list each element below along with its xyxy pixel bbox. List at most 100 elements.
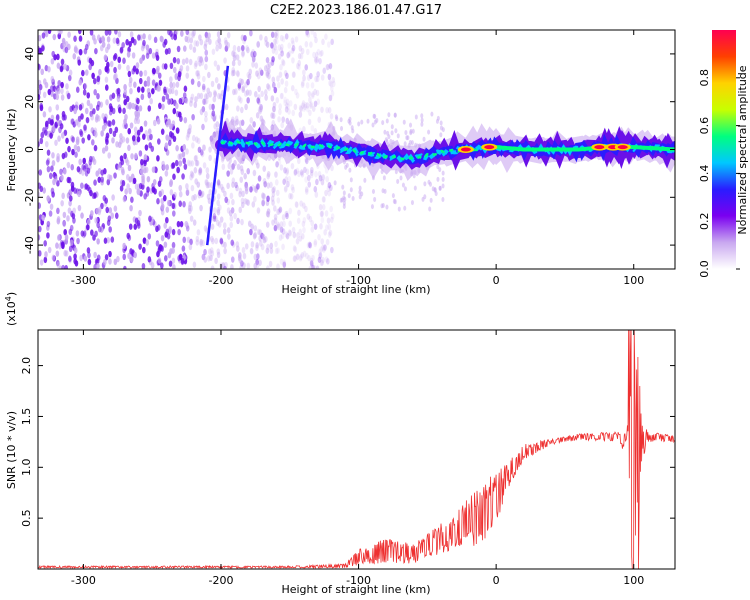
spectrogram-speckle bbox=[184, 97, 189, 105]
spectrogram-speckle bbox=[363, 177, 367, 183]
spectrogram-speckle bbox=[148, 47, 153, 55]
x-tick-label: -200 bbox=[208, 274, 233, 287]
spectrogram-speckle bbox=[273, 224, 278, 232]
spectrogram-speckle bbox=[219, 216, 224, 223]
spectrogram-speckle bbox=[188, 58, 193, 66]
spectrogram-speckle bbox=[194, 60, 198, 67]
spectrogram-speckle bbox=[86, 218, 91, 226]
spectrogram-speckle bbox=[205, 35, 210, 43]
spectrogram-speckle bbox=[163, 88, 167, 96]
spectrogram-speckle bbox=[225, 117, 229, 125]
spectrogram-speckle bbox=[290, 184, 295, 191]
spectrogram-speckle bbox=[276, 208, 280, 216]
spectrogram-speckle bbox=[290, 162, 295, 170]
spectrogram-speckle bbox=[41, 32, 46, 39]
y-tick-label: 40 bbox=[23, 47, 36, 61]
spectrogram-speckle bbox=[252, 233, 257, 240]
spectrogram-speckle bbox=[61, 192, 65, 200]
spectrogram-speckle bbox=[438, 167, 442, 173]
spectrogram-speckle bbox=[224, 103, 229, 111]
spectrogram-speckle bbox=[178, 160, 183, 167]
spectrogram-speckle bbox=[266, 211, 271, 218]
spectrogram-speckle bbox=[392, 198, 396, 204]
spectrogram-speckle bbox=[280, 232, 285, 240]
spectrogram-speckle bbox=[287, 108, 291, 115]
spectrogram-speckle bbox=[181, 151, 186, 158]
spectrogram-speckle bbox=[57, 234, 61, 241]
spectrogram-speckle bbox=[64, 250, 69, 257]
spectrogram-speckle bbox=[107, 173, 111, 181]
spectrogram-speckle bbox=[297, 63, 301, 71]
spectrogram-speckle bbox=[196, 181, 201, 188]
spectrogram-speckle bbox=[59, 168, 63, 175]
spectrogram-speckle bbox=[318, 248, 322, 255]
spectrogram-speckle bbox=[251, 61, 255, 68]
spectrogram-speckle bbox=[285, 212, 289, 220]
spectrogram-speckle bbox=[272, 101, 277, 109]
spectrogram-speckle bbox=[114, 30, 118, 35]
spectrogram-speckle bbox=[292, 71, 296, 78]
spectrogram-speckle bbox=[122, 242, 126, 250]
spectrogram-speckle bbox=[171, 202, 176, 210]
spectrogram-speckle bbox=[211, 103, 215, 111]
spectrogram-speckle bbox=[293, 168, 298, 176]
spectrogram-speckle bbox=[100, 130, 104, 137]
spectrogram-speckle bbox=[277, 44, 282, 51]
spectrogram-speckle bbox=[204, 49, 209, 56]
spectrogram-speckle bbox=[206, 255, 211, 262]
spectrogram-speckle bbox=[96, 34, 101, 41]
spectrogram-speckle bbox=[216, 199, 220, 207]
spectrogram-speckle bbox=[50, 119, 54, 126]
spectrogram-speckle bbox=[441, 183, 445, 189]
spectrogram-speckle bbox=[271, 56, 275, 63]
spectrogram-speckle bbox=[191, 134, 196, 142]
spectrogram-speckle bbox=[185, 57, 189, 64]
spectrogram-speckle bbox=[66, 92, 71, 100]
spectrogram-speckle bbox=[106, 36, 111, 43]
spectrogram-speckle bbox=[266, 195, 270, 202]
spectrogram-speckle bbox=[276, 81, 281, 89]
spectrogram-speckle bbox=[252, 50, 257, 58]
spectrogram-speckle bbox=[243, 198, 248, 205]
spectrogram-speckle bbox=[371, 122, 375, 128]
spectrogram-speckle bbox=[94, 47, 98, 55]
spectrogram-speckle bbox=[197, 169, 202, 176]
spectrogram-speckle bbox=[320, 74, 325, 81]
spectrogram-speckle bbox=[128, 101, 132, 109]
spectrogram-speckle bbox=[77, 204, 82, 212]
spectrogram-speckle bbox=[308, 242, 313, 249]
x-tick-label: -300 bbox=[71, 274, 96, 287]
spectrogram-speckle bbox=[87, 134, 91, 141]
spectrogram-speckle bbox=[210, 223, 215, 230]
spectrogram-speckle bbox=[55, 250, 60, 257]
spectrogram-speckle bbox=[159, 244, 164, 252]
spectrogram-speckle bbox=[282, 261, 287, 269]
spectrogram-speckle bbox=[318, 252, 323, 259]
spectrogram-speckle bbox=[302, 69, 306, 76]
spectrogram-speckle bbox=[68, 255, 72, 262]
spectrogram-speckle bbox=[302, 226, 306, 234]
spectrogram-speckle bbox=[314, 36, 318, 44]
spectrogram-speckle bbox=[156, 155, 160, 162]
spectrogram-speckle bbox=[278, 71, 283, 78]
spectrogram-speckle bbox=[66, 215, 70, 222]
spectrogram-speckle bbox=[301, 102, 305, 109]
spectrogram-speckle bbox=[111, 137, 115, 144]
spectrogram-speckle bbox=[192, 30, 196, 37]
spectrogram-speckle bbox=[218, 42, 222, 50]
spectrogram-speckle bbox=[51, 159, 56, 167]
spectrogram-speckle bbox=[261, 193, 266, 200]
spectrogram-speckle bbox=[38, 47, 43, 54]
spectrogram-speckle bbox=[403, 141, 407, 147]
spectrogram-speckle bbox=[163, 222, 167, 229]
spectrogram-speckle bbox=[64, 265, 68, 269]
spectrogram-speckle bbox=[169, 81, 173, 89]
spectrogram-speckle bbox=[72, 207, 76, 214]
spectrogram-speckle bbox=[193, 62, 198, 70]
spectrogram-speckle bbox=[328, 94, 333, 102]
spectrogram-speckle bbox=[69, 239, 74, 246]
spectrogram-speckle bbox=[134, 183, 139, 190]
spectrogram-speckle bbox=[258, 229, 262, 236]
spectrogram-speckle bbox=[317, 233, 321, 241]
spectrogram-speckle bbox=[211, 110, 216, 117]
